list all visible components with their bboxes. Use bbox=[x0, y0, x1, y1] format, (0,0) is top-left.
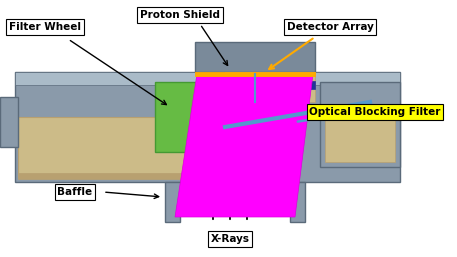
Text: Optical Blocking Filter: Optical Blocking Filter bbox=[309, 107, 441, 117]
Bar bbox=[155, 82, 225, 152]
Bar bbox=[0, 97, 18, 147]
Polygon shape bbox=[165, 182, 305, 222]
Bar bbox=[15, 72, 400, 85]
Bar bbox=[320, 82, 400, 167]
Bar bbox=[225, 72, 315, 102]
Text: Detector Array: Detector Array bbox=[287, 22, 373, 32]
Text: Proton Shield: Proton Shield bbox=[140, 10, 220, 20]
Bar bbox=[325, 107, 395, 162]
Bar bbox=[195, 42, 315, 72]
Text: X-Rays: X-Rays bbox=[211, 234, 250, 244]
Text: Baffle: Baffle bbox=[58, 187, 93, 197]
Bar bbox=[18, 117, 218, 177]
Polygon shape bbox=[15, 72, 400, 182]
Polygon shape bbox=[175, 74, 313, 217]
Bar bbox=[265, 81, 315, 89]
Text: Filter Wheel: Filter Wheel bbox=[9, 22, 81, 32]
Bar bbox=[18, 173, 218, 179]
